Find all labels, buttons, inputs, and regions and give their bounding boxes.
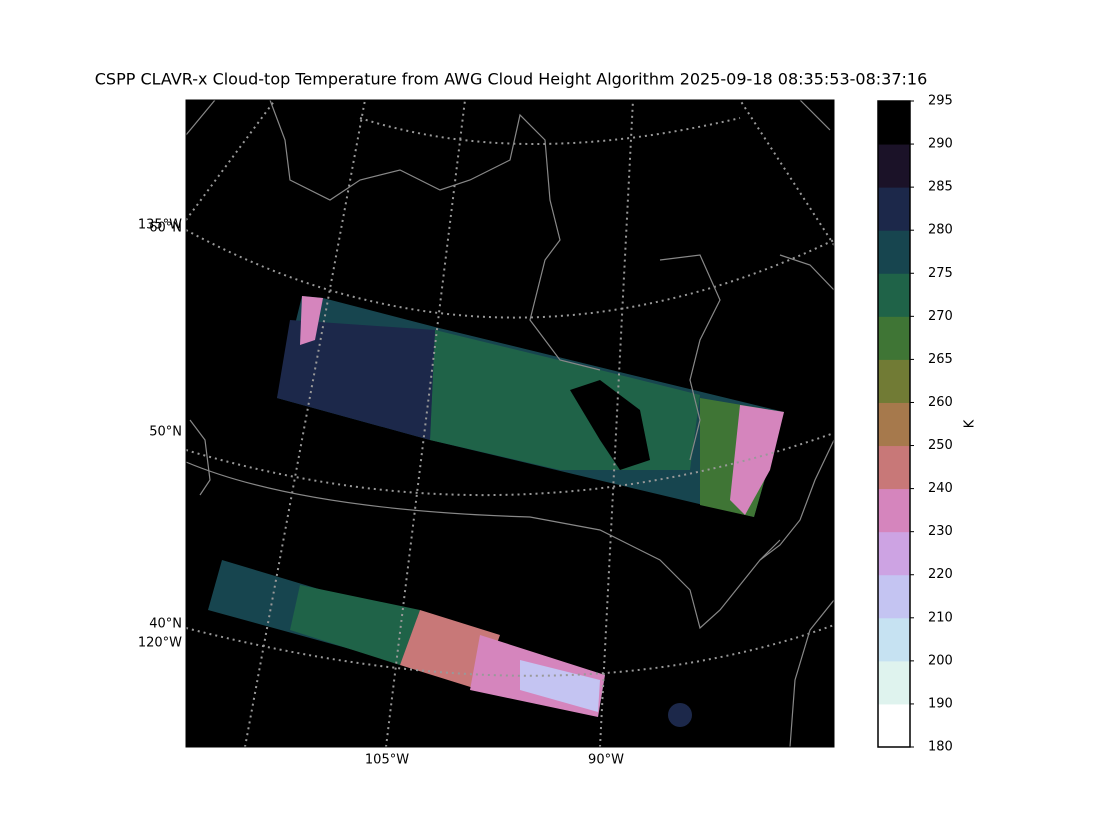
colorbar-segment [878, 230, 910, 274]
colorbar-tick-label: 220 [928, 567, 953, 582]
colorbar-segment [878, 402, 910, 447]
colorbar-tick-label: 275 [928, 266, 953, 281]
colorbar-tick-label: 260 [928, 395, 953, 410]
colorbar-segment [878, 531, 910, 576]
lon-label: 135°W [138, 218, 182, 233]
colorbar-segment [878, 187, 910, 231]
map-frame [185, 99, 835, 748]
colorbar-tick-label: 240 [928, 481, 953, 496]
colorbar-tick-label: 280 [928, 223, 953, 238]
coastline [789, 599, 834, 747]
lon-label: 120°W [138, 636, 182, 651]
lat-label: 50°N [149, 425, 182, 440]
colorbar: 180 190 200 210 220 230 240 250 260 265 270 275 280 2… [877, 94, 953, 755]
parallel [359, 117, 741, 145]
map-content [186, 100, 834, 747]
meridian [385, 100, 466, 747]
colorbar-tick-label: 270 [928, 309, 953, 324]
border [186, 461, 781, 630]
lon-label: 90°W [588, 753, 624, 768]
colorbar-segment [878, 101, 910, 145]
colorbar-segment [878, 660, 910, 705]
colorbar-label: K [963, 419, 978, 428]
colorbar-segment [878, 488, 910, 533]
coastline [779, 254, 834, 291]
swath-region [520, 660, 600, 712]
colorbar-tick-label: 190 [928, 696, 953, 711]
parallel [186, 432, 834, 497]
colorbar-segment [878, 617, 910, 662]
map-title: CSPP CLAVR-x Cloud-top Temperature from … [95, 70, 928, 89]
swath-region [730, 405, 784, 515]
colorbar-segment [878, 144, 910, 188]
coastline [186, 100, 216, 136]
meridian [244, 100, 366, 747]
colorbar-frame [877, 100, 911, 748]
meridian [186, 100, 276, 221]
colorbar-segment [878, 273, 910, 317]
colorbar-tick-label: 290 [928, 137, 953, 152]
colorbar-tick-label: 200 [928, 653, 953, 668]
colorbar-tick-label: 230 [928, 524, 953, 539]
colorbar-segment [878, 574, 910, 619]
colorbar-tick-label: 250 [928, 438, 953, 453]
colorbar-segment [878, 703, 910, 748]
lon-label: 105°W [365, 753, 409, 768]
coastline [759, 439, 834, 561]
colorbar-tick-label: 295 [928, 94, 953, 109]
colorbar-tick-label: 210 [928, 610, 953, 625]
coastline [659, 254, 721, 461]
cloud-patch [668, 703, 692, 727]
colorbar-segment [878, 359, 910, 403]
colorbar-segment [878, 316, 910, 360]
colorbar-tick-label: 285 [928, 180, 953, 195]
lat-label: 40°N [149, 617, 182, 632]
coastline [799, 100, 831, 131]
swath-region [300, 296, 323, 345]
lake [570, 380, 650, 470]
colorbar-segment [878, 445, 910, 490]
colorbar-tick-label: 180 [928, 740, 953, 755]
coastline [189, 419, 211, 496]
meridian [739, 100, 834, 246]
swath-region [277, 320, 435, 440]
coastline [269, 100, 601, 371]
swath-region [290, 585, 420, 665]
lat-label: 60°N [149, 221, 182, 236]
colorbar-tick-label: 265 [928, 352, 953, 367]
